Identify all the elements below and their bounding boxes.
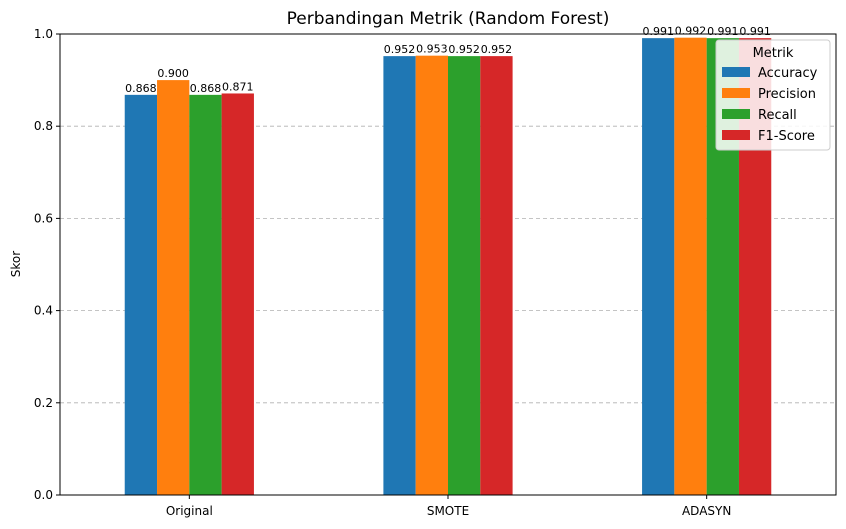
- bar-value-label: 0.952: [448, 43, 480, 56]
- bar: [674, 37, 707, 496]
- bar-value-label: 0.992: [675, 25, 707, 38]
- y-tick-label: 0.8: [34, 119, 53, 133]
- y-tick-label: 0.6: [34, 211, 53, 225]
- legend-label: F1-Score: [758, 129, 815, 144]
- bar-value-label: 0.952: [384, 43, 416, 56]
- legend-label: Recall: [758, 108, 797, 123]
- bar: [157, 80, 190, 495]
- y-tick-label: 0.2: [34, 396, 53, 410]
- y-tick-label: 1.0: [34, 27, 53, 41]
- bar: [642, 38, 675, 496]
- x-tick-label: ADASYN: [682, 504, 731, 518]
- bar: [480, 56, 513, 496]
- legend-label: Accuracy: [758, 66, 818, 81]
- y-axis: 0.0 0.2 0.4 0.6 0.8 1.0: [34, 27, 60, 502]
- legend-title: Metrik: [753, 46, 794, 61]
- bar-value-label: 0.991: [707, 25, 739, 38]
- bar-value-label: 0.991: [642, 25, 674, 38]
- legend-swatch: [722, 67, 750, 77]
- legend: Metrik Accuracy Precision Recall F1-Score: [715, 39, 831, 151]
- bar: [415, 55, 448, 496]
- y-tick-label: 0.4: [34, 304, 53, 318]
- bar-value-label: 0.868: [190, 82, 222, 95]
- legend-label: Precision: [758, 87, 816, 102]
- bar-value-label: 0.991: [739, 25, 771, 38]
- x-tick-label: Original: [166, 504, 213, 518]
- legend-swatch: [722, 88, 750, 98]
- bars: [124, 37, 772, 496]
- bar-value-label: 0.868: [125, 82, 157, 95]
- legend-swatch: [722, 109, 750, 119]
- bar: [124, 94, 158, 496]
- bar-value-label: 0.871: [222, 80, 254, 93]
- chart-title: Perbandingan Metrik (Random Forest): [287, 9, 610, 29]
- bar-value-label: 0.900: [157, 67, 189, 80]
- bar: [189, 94, 222, 496]
- legend-swatch: [722, 130, 750, 140]
- y-tick-label: 0.0: [34, 488, 53, 502]
- x-tick-label: SMOTE: [427, 504, 469, 518]
- bar-value-label: 0.953: [416, 43, 448, 56]
- y-axis-title: Skor: [9, 251, 23, 277]
- bar: [383, 56, 416, 496]
- bar: [448, 56, 481, 496]
- x-axis: Original SMOTE ADASYN: [166, 495, 731, 518]
- bar-value-label: 0.952: [481, 43, 513, 56]
- bar: [221, 93, 254, 496]
